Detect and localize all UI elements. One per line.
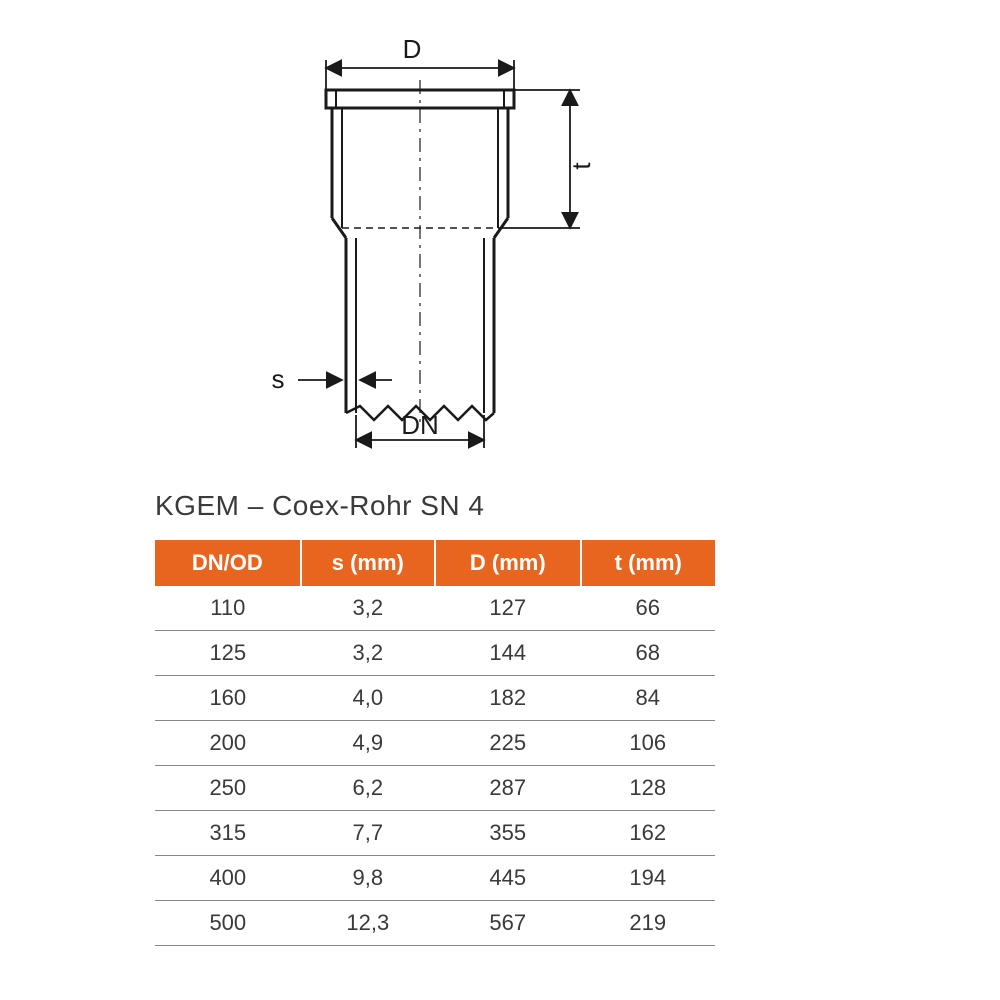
table-cell: 162 [581, 811, 715, 856]
dim-label-t: t [566, 162, 596, 170]
table-cell: 200 [155, 721, 301, 766]
dim-label-d: D [403, 34, 422, 64]
spec-table: DN/ODs (mm)D (mm)t (mm) 1103,2127661253,… [155, 540, 715, 946]
table-cell: 12,3 [301, 901, 435, 946]
table-cell: 68 [581, 631, 715, 676]
table-cell: 106 [581, 721, 715, 766]
table-cell: 160 [155, 676, 301, 721]
table-row: 4009,8445194 [155, 856, 715, 901]
table-cell: 3,2 [301, 631, 435, 676]
table-cell: 567 [435, 901, 581, 946]
table-cell: 400 [155, 856, 301, 901]
table-cell: 500 [155, 901, 301, 946]
table-cell: 4,0 [301, 676, 435, 721]
table-cell: 182 [435, 676, 581, 721]
table-cell: 125 [155, 631, 301, 676]
table-row: 1253,214468 [155, 631, 715, 676]
table-row: 50012,3567219 [155, 901, 715, 946]
table-cell: 225 [435, 721, 581, 766]
table-cell: 110 [155, 586, 301, 631]
table-cell: 127 [435, 586, 581, 631]
table-row: 3157,7355162 [155, 811, 715, 856]
table-cell: 6,2 [301, 766, 435, 811]
column-header: t (mm) [581, 540, 715, 586]
table-row: 1103,212766 [155, 586, 715, 631]
table-row: 1604,018284 [155, 676, 715, 721]
table-title: KGEM – Coex-Rohr SN 4 [155, 490, 485, 522]
dim-label-dn: DN [401, 410, 439, 440]
table-cell: 250 [155, 766, 301, 811]
table-cell: 445 [435, 856, 581, 901]
table-cell: 287 [435, 766, 581, 811]
table-cell: 144 [435, 631, 581, 676]
table-cell: 84 [581, 676, 715, 721]
table-cell: 3,2 [301, 586, 435, 631]
table-cell: 128 [581, 766, 715, 811]
table-cell: 194 [581, 856, 715, 901]
table-cell: 4,9 [301, 721, 435, 766]
column-header: DN/OD [155, 540, 301, 586]
table-cell: 9,8 [301, 856, 435, 901]
table-cell: 219 [581, 901, 715, 946]
table-cell: 7,7 [301, 811, 435, 856]
column-header: D (mm) [435, 540, 581, 586]
column-header: s (mm) [301, 540, 435, 586]
table-cell: 355 [435, 811, 581, 856]
technical-drawing: D t [160, 30, 660, 460]
table-row: 2004,9225106 [155, 721, 715, 766]
table-row: 2506,2287128 [155, 766, 715, 811]
dim-label-s: s [272, 364, 285, 394]
table-cell: 315 [155, 811, 301, 856]
table-cell: 66 [581, 586, 715, 631]
